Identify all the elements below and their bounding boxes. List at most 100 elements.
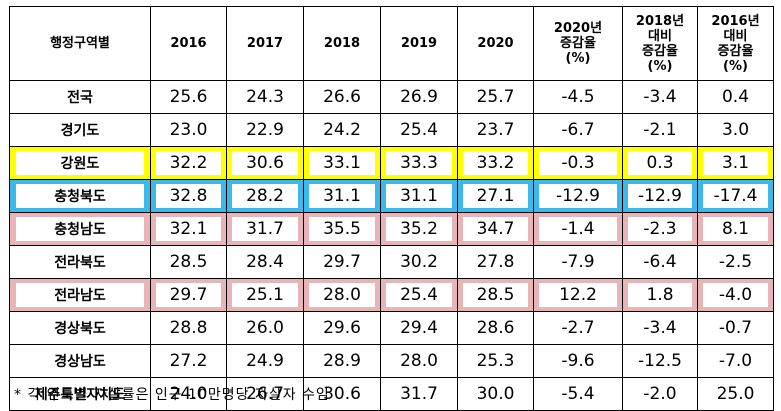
value-2018-cell: 28.9 [303,344,381,378]
cell-value: 32.1 [156,217,221,241]
rate-vs-2016-cell: 8.1 [697,212,774,246]
region-cell: 제주특별자치도 [9,377,151,411]
value-2016-cell: 28.5 [150,245,227,279]
suicide-rate-table: 행정구역별 2016 2017 2018 2019 2020 2020년 증감율… [9,6,774,411]
rate-vs-2016-cell: 3.1 [697,146,774,180]
value-2016-cell: 24.0 [150,377,227,411]
region-cell: 강원도 [9,146,151,180]
cell-value: 33.3 [386,151,452,175]
value-2020-cell: 28.6 [457,311,534,345]
value-2019-cell: 26.9 [380,80,458,114]
rate-2020-cell: -2.7 [533,311,623,345]
cell-value: 32.2 [156,151,221,175]
value-2018-cell: 26.6 [303,80,381,114]
header-line: 2020년 [553,21,603,36]
value-2020-cell: 33.2 [457,146,534,180]
rate-vs-2016-cell: -2.5 [697,245,774,279]
region-cell: 경기도 [9,113,151,147]
value-2018-cell: 30.6 [303,377,381,411]
rate-2020-cell: -0.3 [533,146,623,180]
header-2018: 2018 [303,6,381,81]
value-2020-cell: 34.7 [457,212,534,246]
value-2018-cell: 35.5 [303,212,381,246]
header-line: (%) [723,58,748,74]
cell-value: 34.7 [463,217,528,241]
rate-2020-cell: -7.9 [533,245,623,279]
cell-value: 29.7 [156,283,221,307]
region-cell: 경상남도 [9,344,151,378]
header-row: 행정구역별 2016 2017 2018 2019 2020 2020년 증감율… [9,6,774,81]
cell-value: 0.3 [628,151,692,175]
value-2018-cell: 31.1 [303,179,381,213]
rate-vs-2018-cell: 1.8 [622,278,698,312]
value-2016-cell: 32.1 [150,212,227,246]
value-2017-cell: 31.7 [226,212,304,246]
rate-vs-2016-cell: 3.0 [697,113,774,147]
header-line: 증감율 [717,43,754,59]
region-cell: 충청남도 [9,212,151,246]
value-2018-cell: 24.2 [303,113,381,147]
table-row: 충청북도 32.8 28.2 31.1 31.1 27.1 -12.9 -12.9 -17.4 [9,179,774,213]
cell-value: -1.4 [539,217,617,241]
cell-value: 강원도 [16,151,144,175]
cell-value: 3.1 [703,151,768,175]
header-2017: 2017 [226,6,304,81]
header-region: 행정구역별 [9,6,151,81]
cell-value: 30.6 [232,151,298,175]
cell-value: 25.1 [232,283,298,307]
value-2017-cell: 22.9 [226,113,304,147]
region-cell: 충청북도 [9,179,151,213]
cell-value: 33.1 [309,151,375,175]
value-2019-cell: 30.2 [380,245,458,279]
value-2016-cell: 32.2 [150,146,227,180]
region-cell: 전라북도 [9,245,151,279]
value-2020-cell: 25.7 [457,80,534,114]
cell-value: 27.1 [463,184,528,208]
header-rate-vs-2018: 2018년 대비 증감율 (%) [622,6,698,81]
value-2017-cell: 26.0 [226,311,304,345]
cell-value: -17.4 [703,184,768,208]
value-2020-cell: 23.7 [457,113,534,147]
value-2016-cell: 23.0 [150,113,227,147]
value-2017-cell: 24.9 [226,344,304,378]
value-2019-cell: 28.0 [380,344,458,378]
rate-2020-cell: -9.6 [533,344,623,378]
rate-2020-cell: 12.2 [533,278,623,312]
rate-vs-2018-cell: 0.3 [622,146,698,180]
cell-value: 충청북도 [16,184,144,208]
value-2020-cell: 27.1 [457,179,534,213]
value-2017-cell: 24.3 [226,80,304,114]
cell-value: -4.0 [703,283,768,307]
rate-vs-2018-cell: -2.1 [622,113,698,147]
cell-value: 28.5 [463,283,528,307]
value-2016-cell: 27.2 [150,344,227,378]
value-2016-cell: 25.6 [150,80,227,114]
cell-value: -12.9 [628,184,692,208]
table-row: 경상북도 28.8 26.0 29.6 29.4 28.6 -2.7 -3.4 -0.7 [9,311,774,345]
header-2019: 2019 [380,6,458,81]
value-2016-cell: 28.8 [150,311,227,345]
value-2016-cell: 29.7 [150,278,227,312]
cell-value: 25.4 [386,283,452,307]
cell-value: -12.9 [539,184,617,208]
rate-vs-2016-cell: 0.4 [697,80,774,114]
value-2017-cell: 28.4 [226,245,304,279]
value-2020-cell: 30.0 [457,377,534,411]
header-line: 2016년 [711,13,760,29]
value-2020-cell: 25.3 [457,344,534,378]
header-line: 증감율 [560,36,596,51]
value-2019-cell: 29.4 [380,311,458,345]
cell-value: -0.3 [539,151,617,175]
value-2017-cell: 28.2 [226,179,304,213]
value-2017-cell: 30.6 [226,146,304,180]
region-cell: 경상북도 [9,311,151,345]
cell-value: 28.2 [232,184,298,208]
rate-2020-cell: -6.7 [533,113,623,147]
table-row: 충청남도 32.1 31.7 35.5 35.2 34.7 -1.4 -2.3 8.1 [9,212,774,246]
header-rate-2020: 2020년 증감율 (%) [533,6,623,81]
rate-vs-2016-cell: -0.7 [697,311,774,345]
header-line: 2018년 [635,13,685,29]
cell-value: 28.0 [309,283,375,307]
cell-value: 전라남도 [16,283,144,307]
table-row: 강원도 32.2 30.6 33.1 33.3 33.2 -0.3 0.3 3.1 [9,146,774,180]
